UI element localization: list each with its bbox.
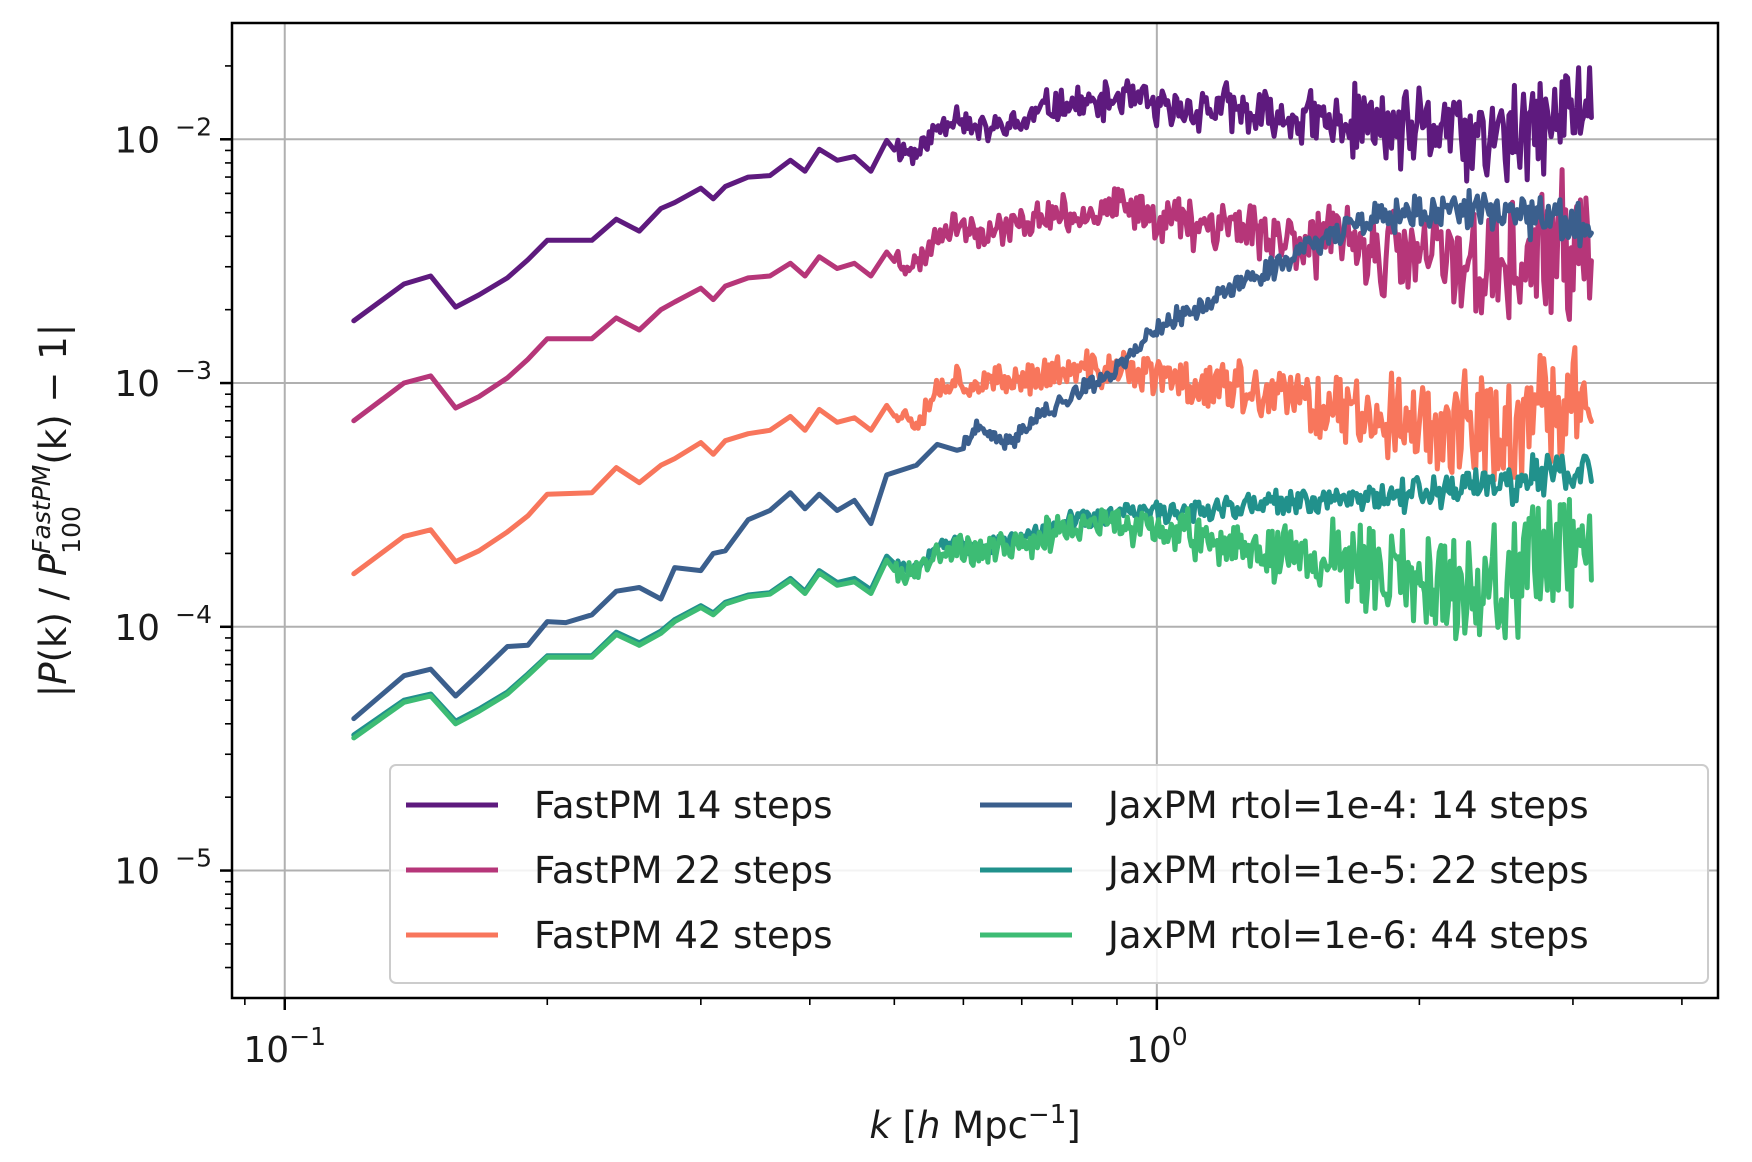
- series-line-6: [351, 496, 1594, 741]
- y-tick-exponent: −3: [175, 356, 212, 385]
- y-tick-label: 10: [114, 364, 160, 405]
- x-axis-label: k [h Mpc−1]: [869, 1100, 1080, 1147]
- legend-label-5: JaxPM rtol=1e-5: 22 steps: [1106, 849, 1589, 892]
- legend-label-4: JaxPM rtol=1e-4: 14 steps: [1106, 784, 1589, 827]
- y-axis-label: |P(k) / PFastPM100(k) − 1|: [27, 324, 86, 697]
- legend-label-6: JaxPM rtol=1e-6: 44 steps: [1106, 914, 1589, 957]
- legend-label-2: FastPM 22 steps: [534, 849, 833, 892]
- legend-label-3: FastPM 42 steps: [534, 914, 833, 957]
- series-line-2: [351, 167, 1594, 424]
- x-tick-label: 10−1: [243, 1022, 326, 1071]
- y-tick-exponent: −5: [175, 844, 212, 873]
- series-lines: [351, 65, 1594, 741]
- series-line-4: [351, 188, 1594, 722]
- series-line-3: [351, 345, 1594, 577]
- legend-label-1: FastPM 14 steps: [534, 784, 833, 827]
- axes-frame: [230, 21, 1720, 1000]
- legend-box: [389, 764, 1709, 984]
- y-tick-exponent: −2: [175, 112, 212, 141]
- y-tick-label: 10: [114, 852, 160, 893]
- legend: FastPM 14 steps FastPM 22 steps FastPM 42 …: [389, 764, 1709, 984]
- y-tick-label: 10: [114, 120, 160, 161]
- y-tick-exponent: −4: [175, 600, 212, 629]
- x-tick-label: 100: [1126, 1022, 1188, 1071]
- series-line-1: [351, 65, 1594, 324]
- tick-labels: 10−1 100 10 −5 10 −4 10 −3 10 −2: [114, 112, 1188, 1071]
- y-tick-label: 10: [114, 608, 160, 649]
